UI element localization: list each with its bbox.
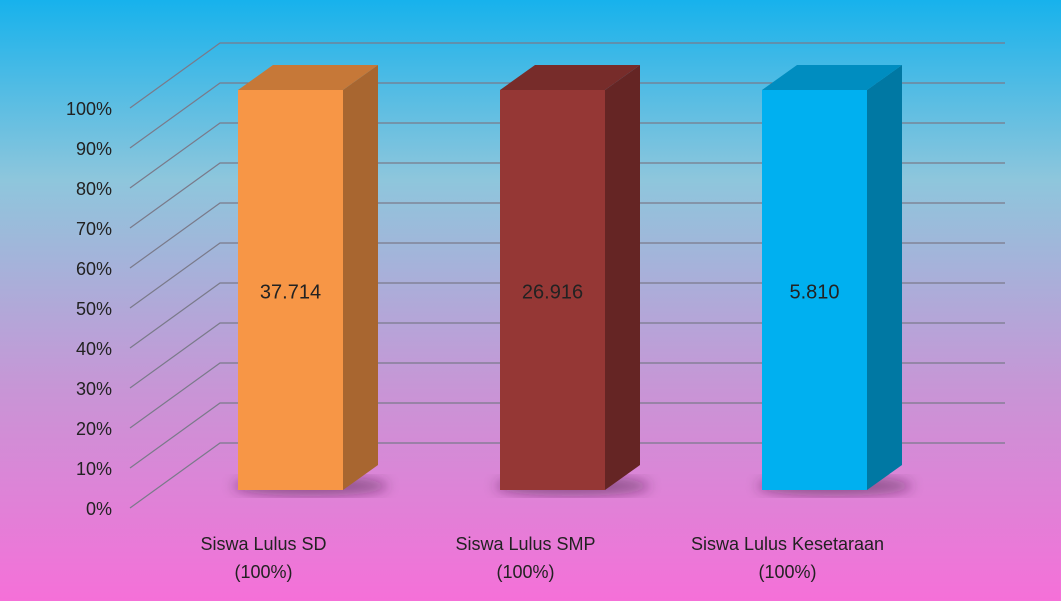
bar-label: 37.714 — [260, 281, 321, 303]
grid-line — [129, 322, 1005, 389]
bar-side — [343, 65, 378, 490]
bar — [238, 90, 343, 490]
y-tick-label: 0% — [86, 499, 112, 519]
x-tick-label: (100%) — [234, 562, 292, 582]
bar-label: 26.916 — [522, 281, 583, 303]
bar-label: 5.810 — [789, 281, 839, 303]
bar-top — [762, 65, 902, 90]
grid-line — [129, 282, 1005, 349]
grid-line — [129, 442, 1005, 509]
bar — [500, 90, 605, 490]
bar-side — [605, 65, 640, 490]
y-tick-label: 70% — [76, 219, 112, 239]
y-tick-label: 40% — [76, 339, 112, 359]
grid-line — [129, 242, 1005, 309]
x-tick-label: Siswa Lulus Kesetaraan — [691, 534, 884, 554]
bar-top — [238, 65, 378, 90]
y-tick-label: 20% — [76, 419, 112, 439]
y-tick-label: 10% — [76, 459, 112, 479]
y-tick-label: 100% — [66, 99, 112, 119]
y-tick-label: 90% — [76, 139, 112, 159]
grid-line — [129, 402, 1005, 469]
bar-top — [500, 65, 640, 90]
y-tick-label: 50% — [76, 299, 112, 319]
y-tick-label: 80% — [76, 179, 112, 199]
grid-line — [129, 162, 1005, 229]
y-tick-label: 30% — [76, 379, 112, 399]
grid-line — [129, 362, 1005, 429]
grid-line — [129, 82, 1005, 149]
bar-side — [867, 65, 902, 490]
grid-line — [129, 42, 1005, 109]
x-tick-label: (100%) — [758, 562, 816, 582]
bar — [762, 90, 867, 490]
y-tick-label: 60% — [76, 259, 112, 279]
x-tick-label: Siswa Lulus SMP — [455, 534, 595, 554]
x-tick-label: (100%) — [496, 562, 554, 582]
grid-line — [129, 122, 1005, 189]
grid-line — [129, 202, 1005, 269]
x-tick-label: Siswa Lulus SD — [200, 534, 326, 554]
